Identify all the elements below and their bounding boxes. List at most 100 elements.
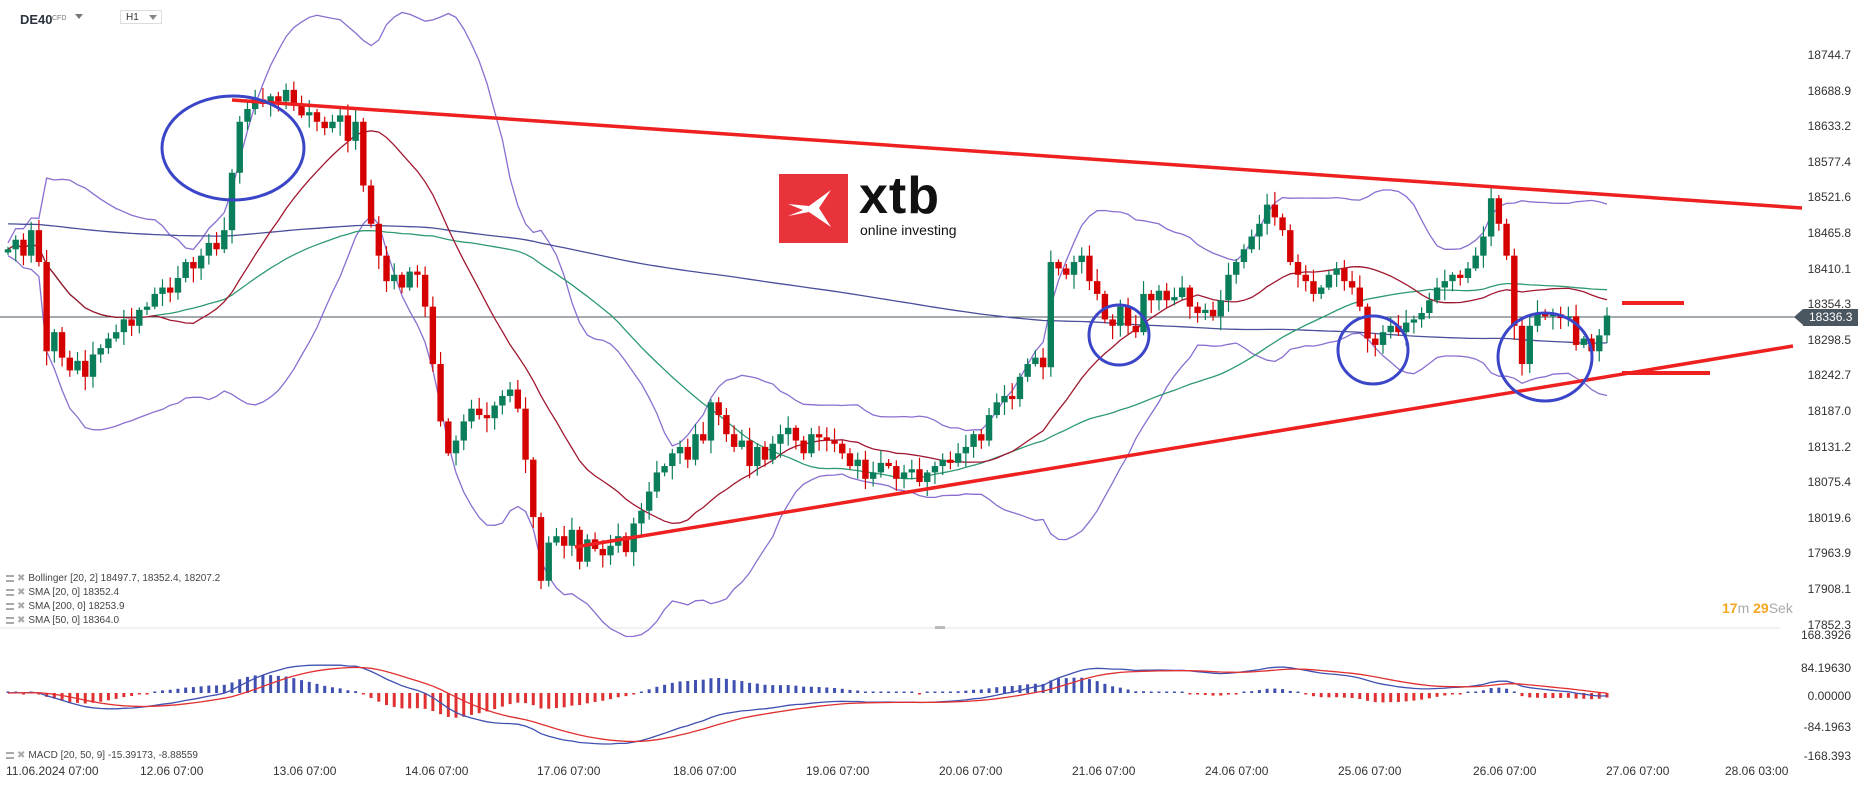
bear-candle — [398, 274, 406, 288]
macd-histogram-bar — [1165, 691, 1169, 693]
macd-histogram-bar — [1543, 693, 1547, 698]
bull-candle — [1016, 376, 1024, 400]
chevron-down-icon[interactable] — [75, 14, 83, 19]
macd-histogram-bar — [933, 691, 937, 693]
price-tick-label: 18465.8 — [1807, 226, 1851, 240]
bull-candle — [854, 459, 861, 467]
macd-histogram-bar — [1257, 690, 1261, 693]
bull-candle — [1526, 325, 1533, 365]
bull-candle — [89, 354, 97, 377]
macd-histogram-bar — [68, 693, 72, 703]
legend-bollinger[interactable]: ✖ Bollinger [20, 2] 18497.7, 18352.4, 182… — [6, 573, 220, 584]
close-icon[interactable]: ✖ — [17, 573, 26, 584]
bear-candle — [537, 517, 545, 581]
bear-candle — [823, 437, 831, 441]
bear-candle — [730, 434, 738, 447]
macd-histogram-bar — [639, 691, 643, 693]
bear-candle — [275, 96, 282, 102]
macd-histogram-bar — [6, 691, 10, 693]
settings-icon[interactable] — [6, 574, 14, 582]
settings-icon[interactable] — [6, 588, 14, 596]
bear-candle — [290, 89, 298, 106]
price-tick-label: 18131.2 — [1807, 439, 1851, 454]
time-tick-label: 17.06 07:00 — [537, 764, 601, 778]
macd-histogram-bar — [1528, 693, 1532, 698]
bear-candle — [20, 239, 27, 256]
macd-histogram-bar — [153, 691, 157, 693]
macd-histogram-bar — [45, 693, 49, 697]
time-tick-label: 24.06 07:00 — [1205, 764, 1269, 778]
macd-histogram-bar — [1566, 693, 1570, 698]
macd-histogram-bar — [724, 678, 728, 693]
bull-candle — [143, 306, 151, 310]
bull-candle — [645, 491, 653, 511]
macd-histogram-bar — [1142, 691, 1146, 693]
macd-histogram-bar — [1103, 683, 1107, 693]
macd-histogram-bar — [1358, 693, 1362, 700]
macd-histogram-bar — [786, 685, 790, 693]
legend-macd[interactable]: ✖ MACD [20, 50, 9] -15.39173, -8.88559 — [6, 750, 198, 761]
macd-histogram-bar — [215, 685, 219, 693]
macd-histogram-bar — [1080, 677, 1084, 693]
legend-sma20[interactable]: ✖ SMA [20, 0] 18352.4 — [6, 587, 119, 598]
brand-name: xtb — [859, 167, 940, 225]
price-tick-label: 18242.7 — [1807, 368, 1851, 383]
bear-candle — [1132, 325, 1139, 333]
signal-line — [7, 666, 1608, 743]
price-tick-label: 18187.0 — [1807, 404, 1851, 418]
bull-candle — [506, 389, 514, 396]
settings-icon[interactable] — [6, 616, 14, 624]
bull-candle — [1387, 325, 1394, 333]
macd-histogram-bar — [686, 681, 690, 693]
bull-candle — [460, 421, 467, 441]
bear-candle — [1302, 274, 1309, 282]
macd-histogram-bar — [1412, 693, 1416, 701]
bull-candle — [1603, 315, 1611, 336]
settings-icon[interactable] — [6, 751, 14, 759]
macd-histogram-bar — [524, 693, 528, 704]
macd-histogram-bar — [1505, 688, 1509, 693]
sma200-line — [7, 223, 1608, 344]
macd-histogram-bar — [570, 693, 574, 706]
legend-sma200[interactable]: ✖ SMA [200, 0] 18253.9 — [6, 601, 125, 612]
symbol-selector[interactable]: DE40 — [20, 12, 53, 27]
macd-histogram-bar — [647, 689, 651, 693]
bull-candle — [1140, 293, 1147, 333]
macd-histogram-bar — [385, 693, 389, 706]
macd-histogram-bar — [439, 693, 443, 715]
macd-histogram-bar — [516, 693, 520, 703]
bear-candle — [1511, 255, 1518, 326]
timeframe-dropdown[interactable]: H1 — [120, 10, 162, 24]
macd-histogram-bar — [1497, 687, 1501, 693]
time-tick-label: 11.06.2024 07:00 — [6, 764, 99, 778]
macd-histogram-bar — [377, 693, 381, 702]
price-tick-label: 18019.6 — [1807, 510, 1851, 525]
close-icon[interactable]: ✖ — [17, 601, 26, 612]
bull-candle — [954, 453, 962, 463]
macd-histogram-bar — [446, 693, 450, 717]
close-icon[interactable]: ✖ — [17, 615, 26, 626]
close-icon[interactable]: ✖ — [17, 750, 26, 761]
bear-candle — [846, 453, 854, 467]
bull-candle — [931, 466, 939, 473]
close-icon[interactable]: ✖ — [17, 587, 26, 598]
macd-histogram-bar — [500, 693, 504, 707]
bull-candle — [1117, 306, 1124, 326]
legend-sma50[interactable]: ✖ SMA [50, 0] 18364.0 — [6, 615, 119, 626]
bear-candle — [885, 462, 892, 467]
bull-candle — [112, 332, 120, 339]
macd-histogram-bar — [655, 686, 659, 693]
macd-histogram-bar — [871, 691, 875, 693]
bull-candle — [27, 230, 35, 256]
bear-candle — [1124, 306, 1132, 326]
price-tick-label: 18744.7 — [1807, 48, 1851, 62]
bear-candle — [1009, 395, 1016, 400]
bull-candle — [754, 446, 761, 467]
bear-candle — [1294, 262, 1302, 275]
bear-candle — [1495, 198, 1503, 224]
settings-icon[interactable] — [6, 602, 14, 610]
macd-histogram-bar — [137, 693, 141, 695]
time-tick-label: 19.06 07:00 — [806, 764, 870, 778]
bull-candle — [1480, 236, 1487, 256]
